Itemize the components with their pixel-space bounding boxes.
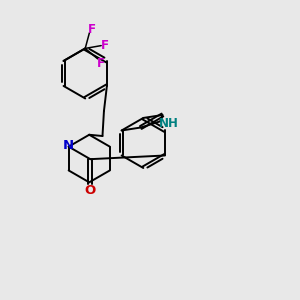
Text: F: F	[88, 23, 96, 36]
Text: O: O	[85, 184, 96, 197]
Text: F: F	[97, 57, 105, 70]
Text: NH: NH	[159, 117, 178, 130]
Text: N: N	[63, 139, 74, 152]
Text: F: F	[101, 39, 109, 52]
